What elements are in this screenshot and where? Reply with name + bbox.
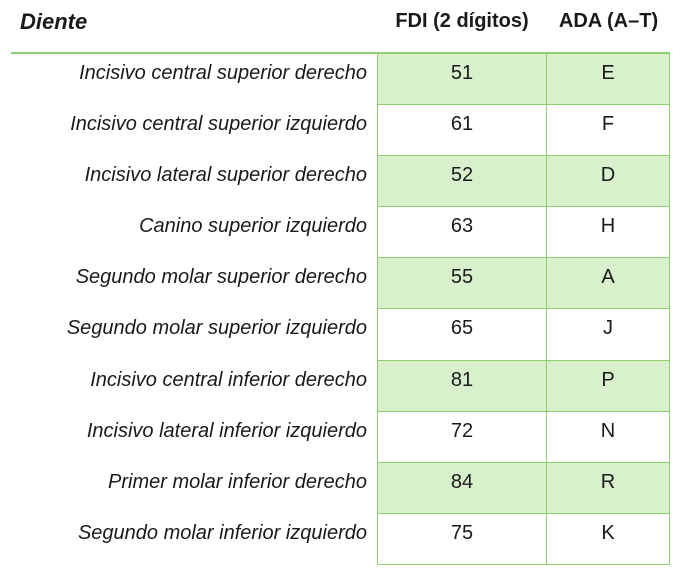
tooth-name-cell: Primer molar inferior derecho	[108, 470, 367, 493]
ada-code-cell: E	[547, 54, 670, 106]
fdi-code-cell: 55	[377, 258, 547, 310]
table-row: Segundo molar superior izquierdo 65 J	[11, 309, 670, 361]
dental-notation-table: Diente FDI (2 dígitos) ADA (A–T) Incisiv…	[11, 0, 670, 565]
ada-code-cell: A	[547, 258, 670, 310]
ada-code-cell: D	[547, 156, 670, 208]
tooth-name-cell: Canino superior izquierdo	[139, 215, 367, 238]
fdi-code-cell: 63	[377, 207, 547, 259]
tooth-name-cell: Incisivo central superior derecho	[79, 62, 367, 84]
ada-code-cell: F	[547, 105, 670, 157]
ada-code-cell: R	[547, 462, 670, 514]
table-row: Incisivo central inferior derecho 81 P	[11, 360, 670, 412]
fdi-code-cell: 75	[377, 513, 547, 565]
ada-code-cell: N	[547, 411, 670, 463]
tooth-name-cell: Segundo molar superior derecho	[75, 266, 367, 289]
ada-code-cell: H	[547, 207, 670, 259]
table-row: Incisivo lateral inferior izquierdo 72 N	[11, 411, 670, 463]
header-fdi-column: FDI (2 dígitos)	[395, 10, 529, 32]
table-row: Segundo molar superior derecho 55 A	[11, 258, 670, 310]
table-row: Segundo molar inferior izquierdo 75 K	[11, 513, 670, 565]
fdi-code-cell: 84	[377, 462, 547, 514]
table-row: Incisivo central superior izquierdo 61 F	[11, 105, 670, 157]
fdi-code-cell: 72	[377, 411, 547, 463]
table-header-row: Diente FDI (2 dígitos) ADA (A–T)	[11, 0, 670, 52]
ada-code-cell: K	[547, 513, 670, 565]
fdi-code-cell: 61	[377, 105, 547, 157]
tooth-name-cell: Segundo molar superior izquierdo	[66, 317, 367, 340]
ada-code-cell: J	[547, 309, 670, 361]
table-row: Primer molar inferior derecho 84 R	[11, 462, 670, 514]
ada-code-cell: P	[547, 360, 670, 412]
tooth-name-cell: Incisivo central inferior derecho	[90, 368, 367, 391]
tooth-name-cell: Segundo molar inferior izquierdo	[77, 521, 367, 544]
fdi-code-cell: 81	[377, 360, 547, 412]
tooth-name-cell: Incisivo lateral inferior izquierdo	[86, 419, 367, 442]
table-row: Incisivo lateral superior derecho 52 D	[11, 156, 670, 208]
table-body: Incisivo central superior derecho 51 E I…	[11, 52, 670, 565]
header-tooth-column: Diente	[20, 9, 88, 34]
tooth-name-cell: Incisivo central superior izquierdo	[70, 113, 367, 136]
fdi-code-cell: 65	[377, 309, 547, 361]
table-row: Incisivo central superior derecho 51 E	[11, 54, 670, 106]
fdi-code-cell: 51	[377, 54, 547, 106]
table-row: Canino superior izquierdo 63 H	[11, 207, 670, 259]
fdi-code-cell: 52	[377, 156, 547, 208]
header-ada-column: ADA (A–T)	[558, 10, 659, 32]
tooth-name-cell: Incisivo lateral superior derecho	[84, 164, 367, 187]
